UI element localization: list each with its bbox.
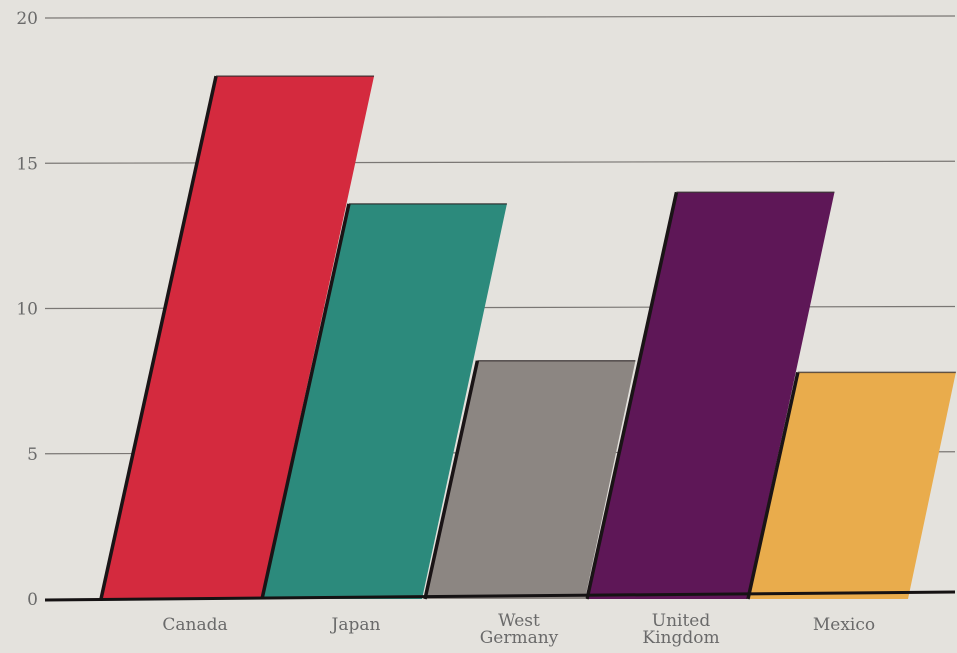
bar-japan	[262, 203, 507, 600]
x-tick-label: United	[652, 611, 711, 631]
x-axis-line	[44, 590, 956, 602]
bars	[99, 75, 956, 600]
y-tick-label: 20	[16, 9, 38, 29]
bar-canada	[101, 76, 375, 600]
bar-edge	[423, 360, 480, 600]
bar-edge	[260, 203, 351, 600]
y-tick-label: 10	[16, 300, 38, 320]
axes	[44, 590, 956, 602]
x-tick-label: West	[498, 611, 540, 631]
gridline	[44, 15, 956, 19]
bar-united-kingdom	[587, 192, 835, 600]
y-tick-label: 0	[27, 590, 38, 610]
gridline	[44, 160, 956, 164]
bar-edge	[585, 191, 679, 600]
bar-west-germany	[425, 360, 636, 599]
bar-mexico	[748, 372, 956, 599]
bar-edge	[746, 372, 800, 600]
x-tick-label: Kingdom	[642, 628, 719, 648]
y-tick-label: 5	[27, 445, 38, 465]
x-tick-label: Germany	[480, 628, 559, 648]
x-tick-label: Canada	[162, 615, 227, 635]
bar-edge	[99, 75, 218, 600]
x-tick-label: Japan	[330, 615, 381, 635]
x-tick-label: Mexico	[813, 615, 875, 635]
y-tick-label: 15	[16, 154, 38, 174]
